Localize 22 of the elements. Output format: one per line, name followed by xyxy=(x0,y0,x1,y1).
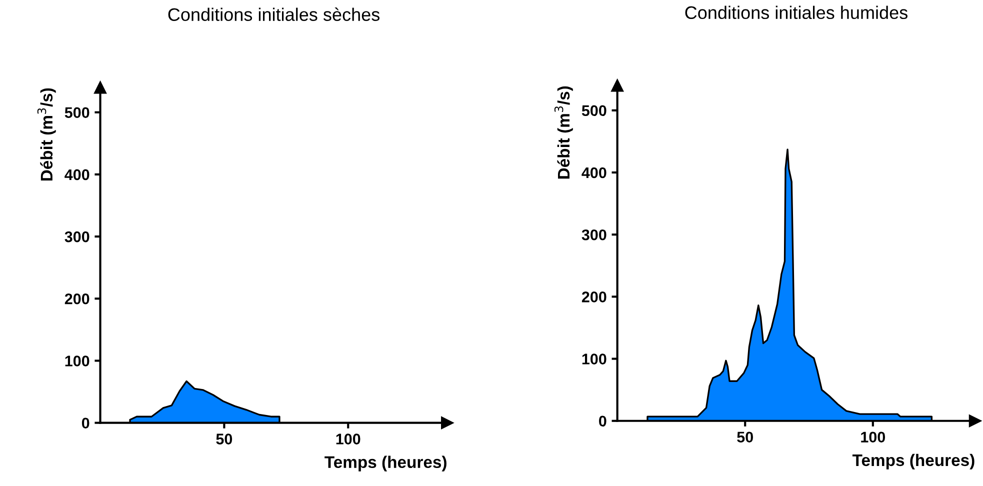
y-axis-title: Débit (m$^{3}$/s) xyxy=(37,88,56,181)
y-tick-label: 200 xyxy=(582,292,606,302)
x-axis-title: Temps (heures) xyxy=(324,456,446,472)
x-tick-label: 50 xyxy=(737,432,753,443)
x-axis-title: Temps (heures) xyxy=(852,454,974,470)
y-tick-label: 300 xyxy=(64,231,90,242)
y-tick-label: 100 xyxy=(65,356,90,366)
x-tick-label: 100 xyxy=(861,432,886,443)
y-tick-label: 200 xyxy=(64,293,90,304)
x-tick-label: 50 xyxy=(216,434,232,444)
y-tick-label: 100 xyxy=(582,354,606,364)
y-tick-label: 500 xyxy=(64,107,90,118)
y-axis-title: Débit (m$^{3}$/s) xyxy=(554,86,573,179)
y-tick-label: 400 xyxy=(64,169,90,180)
chart-title: Conditions initiales humides xyxy=(685,6,908,20)
x-tick-label: 100 xyxy=(336,434,360,444)
y-tick-label: 0 xyxy=(82,418,90,429)
y-tick-label: 400 xyxy=(582,167,606,178)
y-tick-label: 300 xyxy=(582,229,606,240)
chart-title: Conditions initiales sèches xyxy=(168,8,380,21)
y-tick-label: 0 xyxy=(599,416,606,427)
y-tick-label: 500 xyxy=(582,105,606,116)
